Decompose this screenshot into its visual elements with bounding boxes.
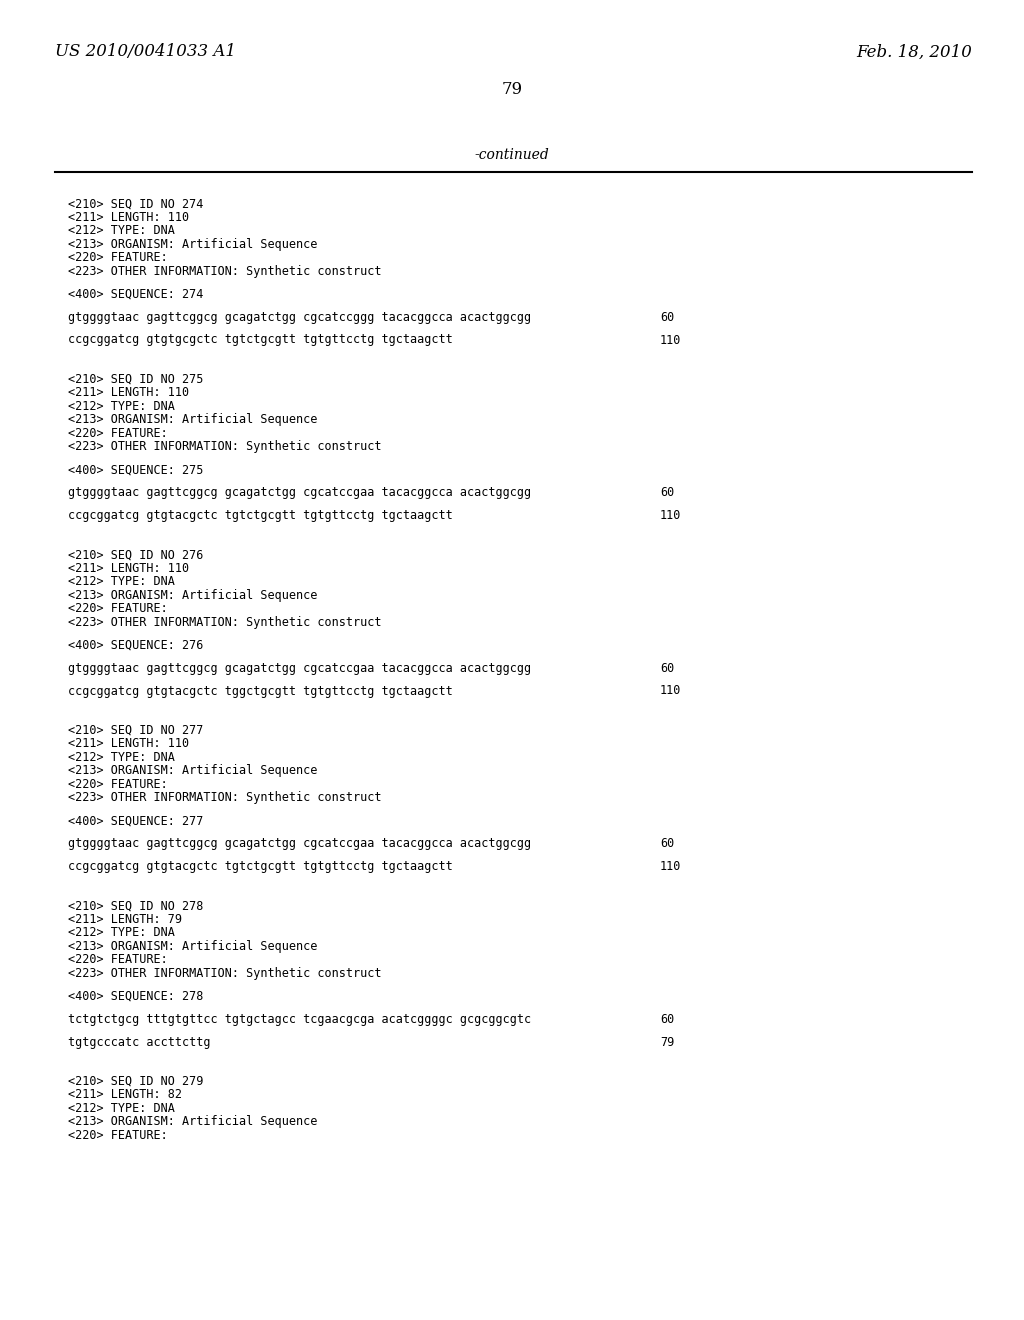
Text: tgtgcccatc accttcttg: tgtgcccatc accttcttg (68, 1035, 211, 1048)
Text: <212> TYPE: DNA: <212> TYPE: DNA (68, 576, 175, 589)
Text: <211> LENGTH: 82: <211> LENGTH: 82 (68, 1088, 182, 1101)
Text: <220> FEATURE:: <220> FEATURE: (68, 426, 168, 440)
Text: <211> LENGTH: 110: <211> LENGTH: 110 (68, 737, 189, 750)
Text: <400> SEQUENCE: 276: <400> SEQUENCE: 276 (68, 639, 204, 652)
Text: US 2010/0041033 A1: US 2010/0041033 A1 (55, 44, 236, 61)
Text: 60: 60 (660, 486, 674, 499)
Text: 60: 60 (660, 661, 674, 675)
Text: ccgcggatcg gtgtacgctc tgtctgcgtt tgtgttcctg tgctaagctt: ccgcggatcg gtgtacgctc tgtctgcgtt tgtgttc… (68, 510, 453, 521)
Text: <210> SEQ ID NO 279: <210> SEQ ID NO 279 (68, 1074, 204, 1088)
Text: 110: 110 (660, 861, 681, 873)
Text: ccgcggatcg gtgtacgctc tggctgcgtt tgtgttcctg tgctaagctt: ccgcggatcg gtgtacgctc tggctgcgtt tgtgttc… (68, 685, 453, 697)
Text: <212> TYPE: DNA: <212> TYPE: DNA (68, 224, 175, 238)
Text: <213> ORGANISM: Artificial Sequence: <213> ORGANISM: Artificial Sequence (68, 413, 317, 426)
Text: 110: 110 (660, 685, 681, 697)
Text: <210> SEQ ID NO 276: <210> SEQ ID NO 276 (68, 548, 204, 561)
Text: <220> FEATURE:: <220> FEATURE: (68, 1129, 168, 1142)
Text: <212> TYPE: DNA: <212> TYPE: DNA (68, 927, 175, 939)
Text: <210> SEQ ID NO 275: <210> SEQ ID NO 275 (68, 372, 204, 385)
Text: <220> FEATURE:: <220> FEATURE: (68, 602, 168, 615)
Text: <220> FEATURE:: <220> FEATURE: (68, 953, 168, 966)
Text: <223> OTHER INFORMATION: Synthetic construct: <223> OTHER INFORMATION: Synthetic const… (68, 791, 382, 804)
Text: tctgtctgcg tttgtgttcc tgtgctagcc tcgaacgcga acatcggggc gcgcggcgtc: tctgtctgcg tttgtgttcc tgtgctagcc tcgaacg… (68, 1012, 531, 1026)
Text: <211> LENGTH: 79: <211> LENGTH: 79 (68, 912, 182, 925)
Text: 60: 60 (660, 837, 674, 850)
Text: 110: 110 (660, 334, 681, 346)
Text: <212> TYPE: DNA: <212> TYPE: DNA (68, 1102, 175, 1114)
Text: ccgcggatcg gtgtgcgctc tgtctgcgtt tgtgttcctg tgctaagctt: ccgcggatcg gtgtgcgctc tgtctgcgtt tgtgttc… (68, 334, 453, 346)
Text: <210> SEQ ID NO 278: <210> SEQ ID NO 278 (68, 899, 204, 912)
Text: -continued: -continued (475, 148, 549, 162)
Text: 79: 79 (502, 82, 522, 99)
Text: gtggggtaac gagttcggcg gcagatctgg cgcatccgaa tacacggcca acactggcgg: gtggggtaac gagttcggcg gcagatctgg cgcatcc… (68, 837, 531, 850)
Text: <400> SEQUENCE: 274: <400> SEQUENCE: 274 (68, 288, 204, 301)
Text: <400> SEQUENCE: 275: <400> SEQUENCE: 275 (68, 463, 204, 477)
Text: <223> OTHER INFORMATION: Synthetic construct: <223> OTHER INFORMATION: Synthetic const… (68, 440, 382, 453)
Text: <223> OTHER INFORMATION: Synthetic construct: <223> OTHER INFORMATION: Synthetic const… (68, 966, 382, 979)
Text: <213> ORGANISM: Artificial Sequence: <213> ORGANISM: Artificial Sequence (68, 1115, 317, 1129)
Text: gtggggtaac gagttcggcg gcagatctgg cgcatccgaa tacacggcca acactggcgg: gtggggtaac gagttcggcg gcagatctgg cgcatcc… (68, 486, 531, 499)
Text: <223> OTHER INFORMATION: Synthetic construct: <223> OTHER INFORMATION: Synthetic const… (68, 264, 382, 277)
Text: gtggggtaac gagttcggcg gcagatctgg cgcatccggg tacacggcca acactggcgg: gtggggtaac gagttcggcg gcagatctgg cgcatcc… (68, 310, 531, 323)
Text: <220> FEATURE:: <220> FEATURE: (68, 251, 168, 264)
Text: <212> TYPE: DNA: <212> TYPE: DNA (68, 751, 175, 764)
Text: <400> SEQUENCE: 277: <400> SEQUENCE: 277 (68, 814, 204, 828)
Text: ccgcggatcg gtgtacgctc tgtctgcgtt tgtgttcctg tgctaagctt: ccgcggatcg gtgtacgctc tgtctgcgtt tgtgttc… (68, 861, 453, 873)
Text: <220> FEATURE:: <220> FEATURE: (68, 777, 168, 791)
Text: 60: 60 (660, 310, 674, 323)
Text: <213> ORGANISM: Artificial Sequence: <213> ORGANISM: Artificial Sequence (68, 238, 317, 251)
Text: <210> SEQ ID NO 274: <210> SEQ ID NO 274 (68, 197, 204, 210)
Text: <223> OTHER INFORMATION: Synthetic construct: <223> OTHER INFORMATION: Synthetic const… (68, 615, 382, 628)
Text: <212> TYPE: DNA: <212> TYPE: DNA (68, 400, 175, 413)
Text: 110: 110 (660, 510, 681, 521)
Text: <211> LENGTH: 110: <211> LENGTH: 110 (68, 387, 189, 399)
Text: <211> LENGTH: 110: <211> LENGTH: 110 (68, 211, 189, 223)
Text: gtggggtaac gagttcggcg gcagatctgg cgcatccgaa tacacggcca acactggcgg: gtggggtaac gagttcggcg gcagatctgg cgcatcc… (68, 661, 531, 675)
Text: <211> LENGTH: 110: <211> LENGTH: 110 (68, 561, 189, 574)
Text: <213> ORGANISM: Artificial Sequence: <213> ORGANISM: Artificial Sequence (68, 589, 317, 602)
Text: Feb. 18, 2010: Feb. 18, 2010 (856, 44, 972, 61)
Text: 79: 79 (660, 1035, 674, 1048)
Text: <213> ORGANISM: Artificial Sequence: <213> ORGANISM: Artificial Sequence (68, 940, 317, 953)
Text: 60: 60 (660, 1012, 674, 1026)
Text: <400> SEQUENCE: 278: <400> SEQUENCE: 278 (68, 990, 204, 1003)
Text: <213> ORGANISM: Artificial Sequence: <213> ORGANISM: Artificial Sequence (68, 764, 317, 777)
Text: <210> SEQ ID NO 277: <210> SEQ ID NO 277 (68, 723, 204, 737)
